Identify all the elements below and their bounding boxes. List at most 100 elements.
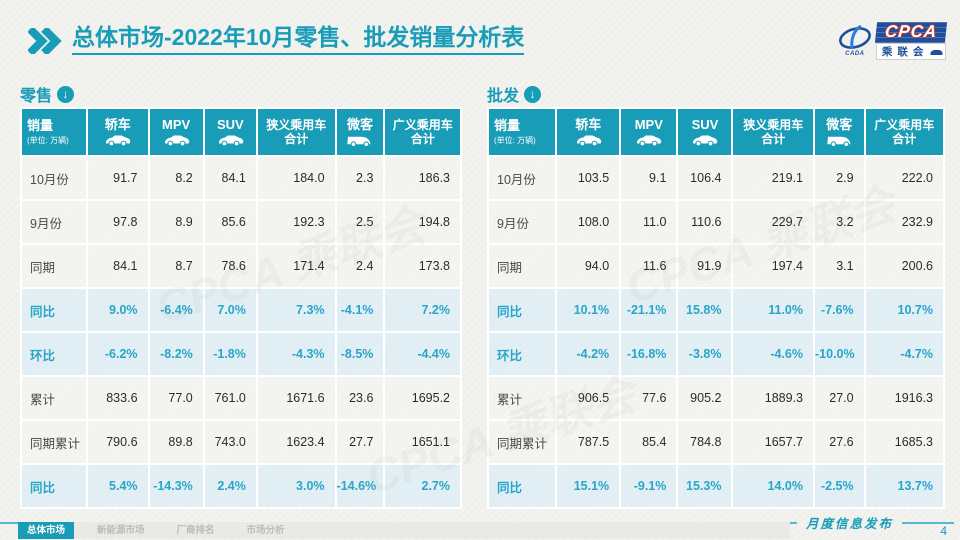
cell-value: 10.1% xyxy=(557,289,620,331)
cell-value: 11.0% xyxy=(733,289,813,331)
cada-emblem-label: CADA xyxy=(845,51,865,57)
column-header-suv: SUV xyxy=(204,109,256,155)
cell-value: 790.6 xyxy=(87,421,148,463)
cell-value: 8.7 xyxy=(149,245,203,287)
cell-value: -9.1% xyxy=(621,465,677,507)
row-label: 同期 xyxy=(489,245,556,287)
cell-value: 761.0 xyxy=(204,377,256,419)
van-icon xyxy=(827,137,851,148)
car-icon xyxy=(637,135,662,147)
table-row: 同期累计 787.5 85.4 784.8 1657.7 27.6 1685.3 xyxy=(489,421,943,463)
cpca-wordmark-main: CPCA xyxy=(874,22,948,43)
cell-value: 2.7% xyxy=(385,465,460,507)
nav-tab-市场分析[interactable]: 市场分析 xyxy=(246,525,285,536)
cell-value: 229.7 xyxy=(733,201,813,243)
cell-value: 1623.4 xyxy=(257,421,335,463)
cell-value: 7.3% xyxy=(257,289,335,331)
cell-value: 194.8 xyxy=(385,201,460,243)
row-label: 10月份 xyxy=(489,157,556,199)
cell-value: 186.3 xyxy=(385,157,460,199)
cell-value: 184.0 xyxy=(257,157,335,199)
cell-value: -7.6% xyxy=(815,289,864,331)
cell-value: -16.8% xyxy=(621,333,677,375)
row-label: 9月份 xyxy=(489,201,556,243)
cell-value: 743.0 xyxy=(204,421,256,463)
row-label: 9月份 xyxy=(22,201,86,243)
table-row: 同比 15.1% -9.1% 15.3% 14.0% -2.5% 13.7% xyxy=(489,465,943,507)
column-header-broad-pv-total: 广义乘用车 合计 xyxy=(865,109,943,155)
nav-tab-厂商排名[interactable]: 厂商排名 xyxy=(176,525,215,536)
cell-value: 9.0% xyxy=(87,289,148,331)
cell-value: 1671.6 xyxy=(257,377,335,419)
cell-value: 7.2% xyxy=(385,289,460,331)
page-number: 4 xyxy=(940,524,947,538)
column-header-broad-pv-total: 广义乘用车 合计 xyxy=(385,109,460,155)
table-row: 同比 9.0% -6.4% 7.0% 7.3% -4.1% 7.2% xyxy=(22,289,460,331)
cell-value: 1916.3 xyxy=(865,377,943,419)
cell-value: 106.4 xyxy=(678,157,732,199)
table-row: 累计 906.5 77.6 905.2 1889.3 27.0 1916.3 xyxy=(489,377,943,419)
nav-tab-总体市场[interactable]: 总体市场 xyxy=(18,522,75,539)
cell-value: 91.9 xyxy=(678,245,732,287)
cell-value: 10.7% xyxy=(865,289,943,331)
cell-value: 3.0% xyxy=(257,465,335,507)
cell-value: 2.4 xyxy=(336,245,384,287)
cpca-wordmark-sub-label: 乘联会 xyxy=(881,46,929,58)
row-label: 同期累计 xyxy=(489,421,556,463)
cell-value: 833.6 xyxy=(87,377,148,419)
cell-value: 2.9 xyxy=(815,157,864,199)
cell-value: -8.5% xyxy=(336,333,384,375)
cell-value: 784.8 xyxy=(678,421,732,463)
cell-value: 222.0 xyxy=(865,157,943,199)
car-icon xyxy=(106,135,131,147)
nav-tab-新能源市场[interactable]: 新能源市场 xyxy=(97,525,145,536)
table-row: 累计 833.6 77.0 761.0 1671.6 23.6 1695.2 xyxy=(22,377,460,419)
cell-value: 2.5 xyxy=(336,201,384,243)
cell-value: 787.5 xyxy=(557,421,620,463)
cell-value: 97.8 xyxy=(87,201,148,243)
cell-value: 5.4% xyxy=(87,465,148,507)
cell-value: 1695.2 xyxy=(385,377,460,419)
column-header-sales: 销量 (单位: 万辆) xyxy=(22,109,86,155)
cell-value: 110.6 xyxy=(678,201,732,243)
cell-value: 77.0 xyxy=(149,377,203,419)
column-header-narrow-pv-total: 狭义乘用车 合计 xyxy=(733,109,813,155)
footer-nav: 总体市场 新能源市场 厂商排名 市场分析 xyxy=(18,522,790,539)
column-header-sales: 销量 (单位: 万辆) xyxy=(489,109,556,155)
cell-value: 7.0% xyxy=(204,289,256,331)
wholesale-section-title: 批发 xyxy=(487,88,520,105)
cell-value: 15.3% xyxy=(678,465,732,507)
cell-value: 200.6 xyxy=(865,245,943,287)
double-chevron-icon xyxy=(27,26,64,59)
cell-value: 15.8% xyxy=(678,289,732,331)
cell-value: -10.0% xyxy=(815,333,864,375)
retail-table: 销量 (单位: 万辆) 轿车 MPV SUV 狭义乘用车 合计 微客 广义乘用车 合计 10月份 91… xyxy=(20,107,462,509)
wholesale-section: 批发 ↓ 销量 (单位: 万辆) 轿车 MPV SUV 狭义乘用车 合计 微客 广义乘用车 合计 1… xyxy=(487,84,945,509)
cell-value: 171.4 xyxy=(257,245,335,287)
table-row: 同比 10.1% -21.1% 15.8% 11.0% -7.6% 10.7% xyxy=(489,289,943,331)
cell-value: 77.6 xyxy=(621,377,677,419)
cell-value: 3.2 xyxy=(815,201,864,243)
cpca-logo: CADA CPCA 乘联会 xyxy=(837,22,948,60)
table-row: 同期 84.1 8.7 78.6 171.4 2.4 173.8 xyxy=(22,245,460,287)
cell-value: 103.5 xyxy=(557,157,620,199)
cell-value: 11.6 xyxy=(621,245,677,287)
slide-header: 总体市场-2022年10月零售、批发销量分析表 CADA CPCA 乘联会 xyxy=(0,0,960,70)
cell-value: 173.8 xyxy=(385,245,460,287)
cell-value: 15.1% xyxy=(557,465,620,507)
cell-value: -2.5% xyxy=(815,465,864,507)
retail-section: 零售 ↓ 销量 (单位: 万辆) 轿车 MPV SUV 狭义乘用车 合计 微客 广义乘用车 合计 1… xyxy=(20,84,462,509)
cell-value: -4.7% xyxy=(865,333,943,375)
table-row: 环比 -4.2% -16.8% -3.8% -4.6% -10.0% -4.7% xyxy=(489,333,943,375)
row-label: 环比 xyxy=(22,333,86,375)
cell-value: 84.1 xyxy=(87,245,148,287)
cell-value: 85.6 xyxy=(204,201,256,243)
cell-value: -6.4% xyxy=(149,289,203,331)
van-icon xyxy=(347,137,371,148)
cell-value: 197.4 xyxy=(733,245,813,287)
car-icon xyxy=(693,135,718,147)
cada-emblem-icon xyxy=(838,25,871,50)
cell-value: 192.3 xyxy=(257,201,335,243)
cell-value: 905.2 xyxy=(678,377,732,419)
cada-emblem: CADA xyxy=(837,25,873,57)
